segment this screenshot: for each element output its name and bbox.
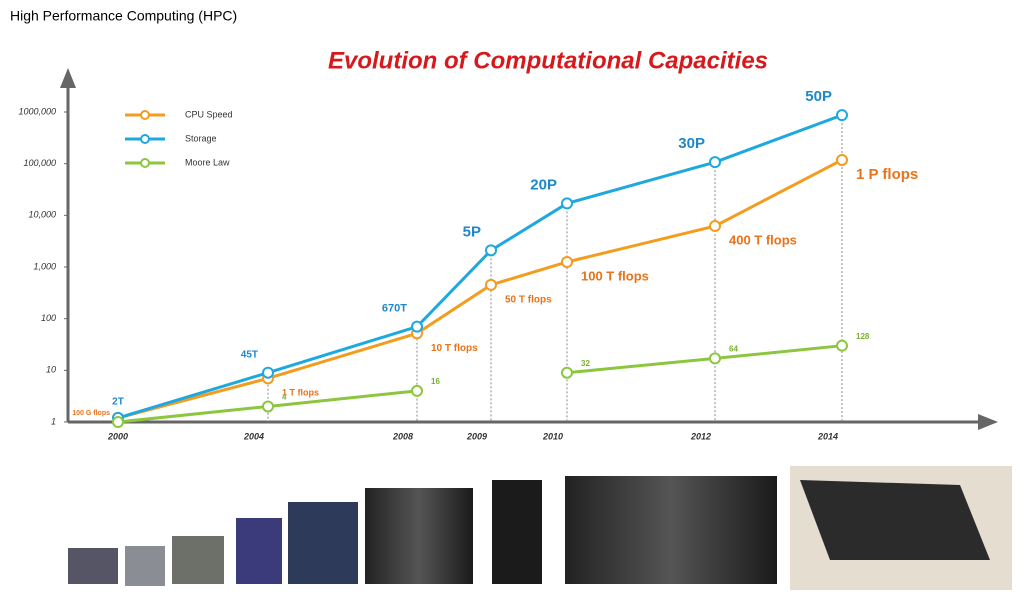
page-title: High Performance Computing (HPC) [10, 8, 237, 24]
legend-label: Storage [185, 133, 217, 143]
legend-label: CPU Speed [185, 109, 233, 119]
point-annotation: 10 T flops [431, 343, 478, 354]
y-tick-label: 1000,000 [18, 106, 56, 116]
x-tick-label: 2008 [392, 431, 413, 441]
x-tick-label: 2010 [542, 431, 563, 441]
data-point [561, 197, 573, 210]
y-tick-label: 10 [46, 365, 56, 375]
chart-title: Evolution of Computational Capacities [328, 47, 768, 74]
point-annotation: 670T [382, 303, 407, 315]
point-annotation: 1 P flops [856, 166, 918, 183]
x-tick-label: 2012 [690, 431, 711, 441]
point-annotation: 16 [431, 377, 440, 386]
data-point [411, 320, 423, 333]
data-point [561, 366, 573, 379]
series-line [117, 158, 843, 420]
x-tick-label: 2009 [466, 431, 487, 441]
x-tick-label: 2004 [243, 431, 264, 441]
series-line [566, 344, 843, 375]
y-tick-label: 100,000 [23, 158, 56, 168]
legend-marker [140, 134, 150, 144]
data-point [561, 255, 573, 268]
data-point [836, 109, 848, 122]
data-point [262, 366, 274, 379]
data-point [709, 220, 721, 233]
point-annotation: 5P [463, 223, 481, 240]
y-axis-arrow [60, 68, 76, 88]
legend-marker [140, 110, 150, 120]
point-annotation: 32 [581, 359, 590, 368]
data-point [485, 278, 497, 291]
y-tick-label: 1,000 [33, 261, 56, 271]
data-point [485, 244, 497, 257]
y-tick-label: 100 [41, 313, 56, 323]
point-annotation: 100 T flops [581, 268, 649, 283]
data-point [112, 416, 124, 428]
data-point [836, 153, 848, 166]
x-axis-arrow [978, 414, 998, 430]
point-annotation: 1 T flops [282, 388, 319, 398]
point-annotation: 20P [530, 176, 557, 193]
point-annotation: 50P [805, 88, 832, 105]
computer-images [68, 466, 1012, 590]
point-annotation: 64 [729, 345, 738, 354]
point-annotation: 128 [856, 332, 870, 341]
data-point [262, 400, 274, 413]
point-annotation: 400 T flops [729, 232, 797, 247]
data-point [411, 384, 423, 397]
legend-label: Moore Law [185, 157, 230, 167]
point-annotation: 45T [241, 349, 258, 360]
point-annotation: 100 G flops [72, 410, 110, 417]
x-tick-label: 2014 [817, 431, 838, 441]
data-point [709, 156, 721, 169]
y-tick-label: 1 [51, 416, 56, 426]
data-point [836, 339, 848, 352]
point-annotation: 4 [282, 393, 287, 402]
point-annotation: 2T [112, 397, 124, 408]
data-point [709, 352, 721, 365]
legend-marker [140, 158, 150, 168]
x-tick-label: 2000 [107, 431, 128, 441]
point-annotation: 50 T flops [505, 295, 552, 306]
y-tick-label: 10,000 [28, 210, 56, 220]
point-annotation: 30P [678, 135, 705, 152]
